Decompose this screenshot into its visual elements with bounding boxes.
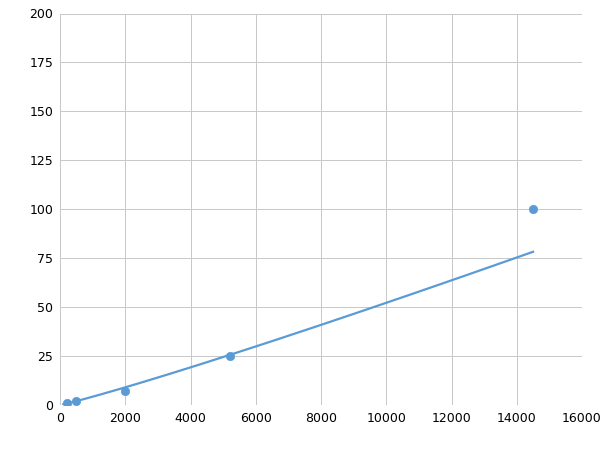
Point [121, 388, 130, 395]
Point [71, 397, 81, 405]
Point [528, 206, 538, 213]
Point [225, 352, 235, 360]
Point [62, 400, 71, 407]
